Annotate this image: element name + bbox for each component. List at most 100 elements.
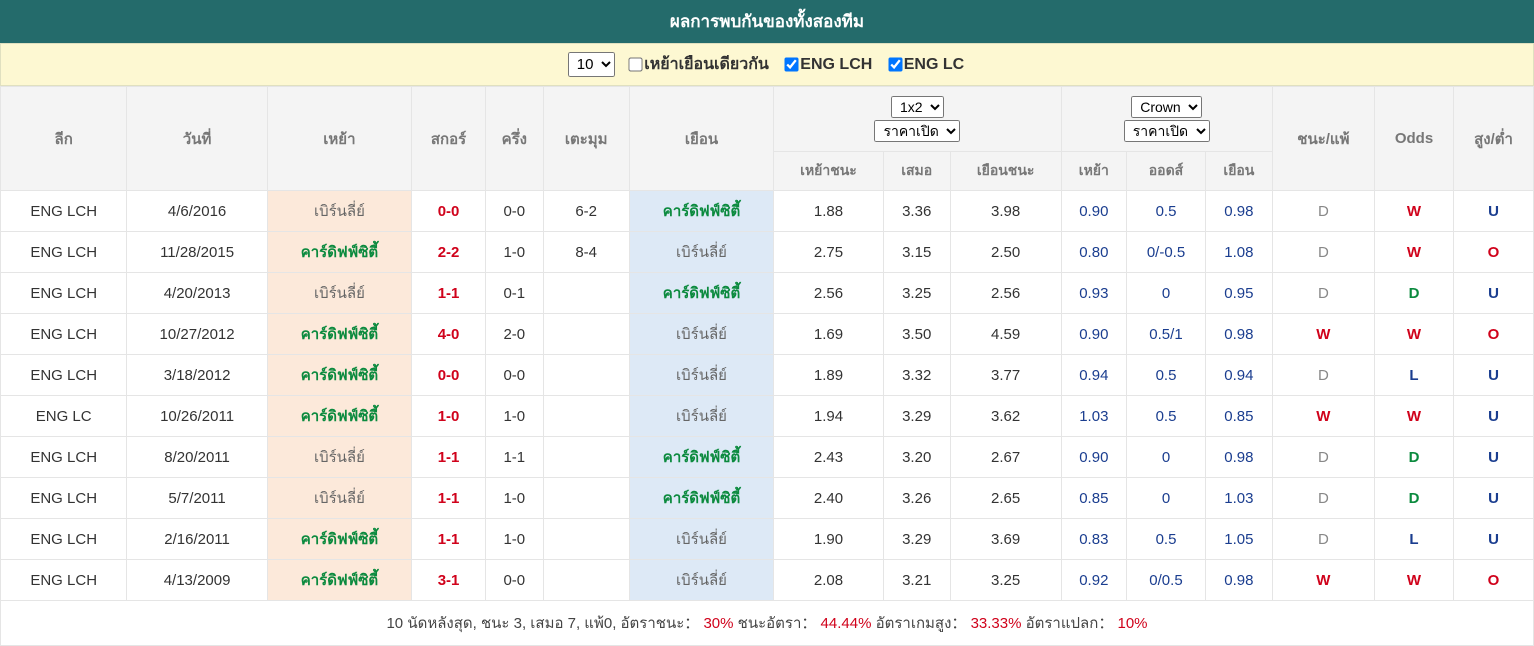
cell-wl: D (1272, 519, 1374, 560)
cell-odds: W (1374, 191, 1453, 232)
cell-corner (543, 478, 629, 519)
col-draw: เสมอ (883, 152, 950, 191)
cell-half: 2-0 (486, 314, 543, 355)
h2h-table: ลีก วันที่ เหย้า สกอร์ ครึ่ง เตะมุม เยือ… (0, 86, 1534, 601)
table-row: ENG LCH3/18/2012คาร์ดิฟฟ์ซิตี้0-00-0เบิร… (1, 355, 1534, 396)
col-home: เหย้า (267, 87, 411, 191)
cell-h: 0.93 (1061, 273, 1126, 314)
cell-wl: W (1272, 314, 1374, 355)
table-row: ENG LCH4/6/2016เบิร์นลี่ย์0-00-06-2คาร์ด… (1, 191, 1534, 232)
cell-half: 0-1 (486, 273, 543, 314)
cell-ou: U (1454, 396, 1534, 437)
cell-dr: 3.25 (883, 273, 950, 314)
cell-aw: 2.50 (950, 232, 1061, 273)
market-select[interactable]: 1x2 (891, 96, 944, 118)
cell-a: 0.98 (1206, 191, 1273, 232)
cell-aw: 3.25 (950, 560, 1061, 601)
cell-away: คาร์ดิฟฟ์ซิตี้ (629, 478, 773, 519)
league1-checkbox[interactable] (785, 58, 799, 72)
table-row: ENG LCH10/27/2012คาร์ดิฟฟ์ซิตี้4-02-0เบิ… (1, 314, 1534, 355)
cell-home: คาร์ดิฟฟ์ซิตี้ (267, 355, 411, 396)
cell-half: 0-0 (486, 191, 543, 232)
cell-hw: 1.89 (774, 355, 884, 396)
cell-score: 1-1 (412, 273, 486, 314)
cell-wl: D (1272, 355, 1374, 396)
league1-filter[interactable]: ENG LCH (785, 56, 872, 73)
cell-away: คาร์ดิฟฟ์ซิตี้ (629, 437, 773, 478)
price-select[interactable]: ราคาเปิด (874, 120, 960, 142)
section-title: ผลการพบกันของทั้งสองทีม (0, 0, 1534, 43)
price-select-2[interactable]: ราคาเปิด (1124, 120, 1210, 142)
cell-aw: 3.98 (950, 191, 1061, 232)
cell-score: 0-0 (412, 355, 486, 396)
cell-hd: 0.5 (1126, 191, 1205, 232)
cell-odds: D (1374, 437, 1453, 478)
cell-dr: 3.21 (883, 560, 950, 601)
cell-hw: 2.08 (774, 560, 884, 601)
col-home-win: เหย้าชนะ (774, 152, 884, 191)
cell-ou: U (1454, 191, 1534, 232)
same-ground-checkbox[interactable] (629, 58, 643, 72)
cell-league: ENG LCH (1, 478, 127, 519)
cell-wl: W (1272, 560, 1374, 601)
cell-aw: 2.65 (950, 478, 1061, 519)
league2-filter[interactable]: ENG LC (889, 56, 964, 73)
cell-date: 4/13/2009 (127, 560, 267, 601)
cell-hw: 2.75 (774, 232, 884, 273)
cell-dr: 3.29 (883, 519, 950, 560)
cell-league: ENG LCH (1, 273, 127, 314)
cell-a: 0.98 (1206, 314, 1273, 355)
cell-league: ENG LCH (1, 314, 127, 355)
cell-hw: 2.40 (774, 478, 884, 519)
cell-hw: 1.90 (774, 519, 884, 560)
cell-home: คาร์ดิฟฟ์ซิตี้ (267, 314, 411, 355)
cell-home: เบิร์นลี่ย์ (267, 191, 411, 232)
cell-wl: W (1272, 396, 1374, 437)
cell-home: เบิร์นลี่ย์ (267, 478, 411, 519)
cell-wl: D (1272, 437, 1374, 478)
cell-corner (543, 519, 629, 560)
league2-checkbox[interactable] (888, 58, 902, 72)
cell-hd: 0 (1126, 478, 1205, 519)
cell-half: 0-0 (486, 355, 543, 396)
same-ground-filter[interactable]: เหย้าเยือนเดียวกัน (629, 56, 769, 73)
cell-corner (543, 355, 629, 396)
cell-league: ENG LC (1, 396, 127, 437)
cell-half: 1-1 (486, 437, 543, 478)
cell-h: 0.90 (1061, 437, 1126, 478)
cell-league: ENG LCH (1, 191, 127, 232)
cell-ou: O (1454, 314, 1534, 355)
col-hteam: เหย้า (1061, 152, 1126, 191)
cell-date: 10/26/2011 (127, 396, 267, 437)
cell-odds: W (1374, 396, 1453, 437)
col-1x2-group: 1x2 ราคาเปิด (774, 87, 1062, 152)
cell-away: คาร์ดิฟฟ์ซิตี้ (629, 273, 773, 314)
col-away: เยือน (629, 87, 773, 191)
cell-ou: O (1454, 232, 1534, 273)
cell-ou: U (1454, 437, 1534, 478)
filter-bar: 10 เหย้าเยือนเดียวกัน ENG LCH ENG LC (0, 43, 1534, 86)
cell-h: 0.85 (1061, 478, 1126, 519)
table-row: ENG LCH8/20/2011เบิร์นลี่ย์1-11-1คาร์ดิฟ… (1, 437, 1534, 478)
cell-ou: U (1454, 355, 1534, 396)
cell-a: 0.98 (1206, 437, 1273, 478)
cell-score: 2-2 (412, 232, 486, 273)
cell-away: เบิร์นลี่ย์ (629, 355, 773, 396)
cell-hd: 0.5 (1126, 396, 1205, 437)
cell-date: 11/28/2015 (127, 232, 267, 273)
col-ou: สูง/ต่ำ (1454, 87, 1534, 191)
cell-date: 4/6/2016 (127, 191, 267, 232)
cell-league: ENG LCH (1, 437, 127, 478)
cell-home: คาร์ดิฟฟ์ซิตี้ (267, 519, 411, 560)
cell-a: 0.94 (1206, 355, 1273, 396)
summary-bar: 10 นัดหลังสุด, ชนะ 3, เสมอ 7, แพ้0, อัตร… (0, 601, 1534, 646)
cell-away: เบิร์นลี่ย์ (629, 396, 773, 437)
cell-away: เบิร์นลี่ย์ (629, 232, 773, 273)
cell-ou: O (1454, 560, 1534, 601)
cell-home: คาร์ดิฟฟ์ซิตี้ (267, 396, 411, 437)
bookmaker-select[interactable]: Crown (1131, 96, 1202, 118)
table-row: ENG LCH11/28/2015คาร์ดิฟฟ์ซิตี้2-21-08-4… (1, 232, 1534, 273)
count-select[interactable]: 10 (568, 52, 615, 77)
col-date: วันที่ (127, 87, 267, 191)
cell-odds: W (1374, 232, 1453, 273)
